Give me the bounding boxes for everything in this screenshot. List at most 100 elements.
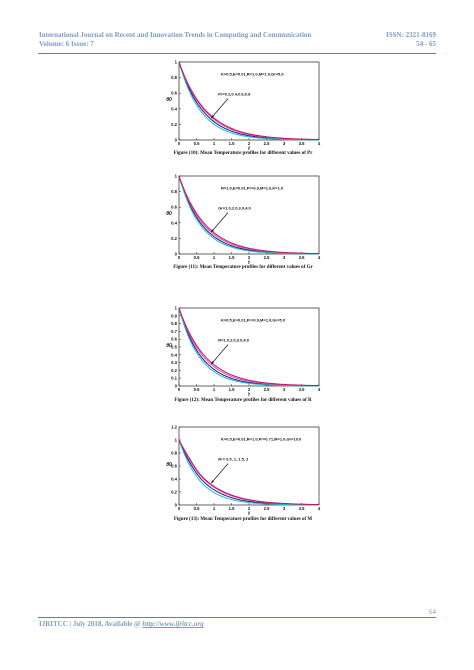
y-tick-label: 0 (175, 384, 178, 389)
x-axis-label: y (248, 510, 251, 515)
y-tick-label: 0.8 (171, 189, 177, 194)
footer-text: IJRITCC | July 2018, Available @ (39, 620, 143, 628)
arrow-head (211, 229, 214, 233)
y-tick-label: 1.2 (171, 425, 177, 430)
arrow-label: Pr=0.2,0.4,0.6,0.8 (218, 92, 251, 97)
footer: IJRITCC | July 2018, Available @ http://… (39, 620, 204, 628)
footer-link[interactable]: http://www.ijritcc.org (142, 620, 204, 628)
x-tick-label: 2.5 (264, 141, 270, 146)
footer-rule (38, 617, 436, 618)
y-tick-label: 0.2 (171, 368, 177, 373)
plot-area (178, 61, 320, 141)
y-tick-label: 0.4 (171, 477, 177, 482)
y-tick-label: 0.5 (171, 345, 177, 350)
x-tick-label: 0.5 (194, 141, 200, 146)
x-tick-label: 2.5 (264, 387, 270, 392)
x-tick-label: 1.5 (229, 506, 235, 511)
y-tick-label: 0.2 (171, 236, 177, 241)
y-tick-label: 0.8 (171, 451, 177, 456)
y-tick-label: 0.6 (171, 337, 177, 342)
x-tick-label: 0 (178, 387, 181, 392)
y-tick-label: 0.9 (171, 313, 177, 318)
x-tick-label: 0.5 (194, 387, 200, 392)
arrow-head (211, 361, 214, 365)
issn: ISSN: 2321-8169 (386, 31, 436, 39)
params-annotation: K=0.5,E=0.01,R=1.0,M=1.0,Gr=5.0 (221, 71, 284, 76)
x-tick-label: 3 (283, 141, 286, 146)
x-tick-label: 2.5 (264, 255, 270, 260)
y-tick-label: 0.4 (171, 220, 177, 225)
x-tick-label: 3 (283, 506, 286, 511)
figure-10-caption: Figure (10): Mean Temperature profiles f… (173, 151, 313, 156)
y-tick-label: 0.7 (171, 329, 177, 334)
y-tick-label: 0.8 (171, 75, 177, 80)
series-line-4 (178, 175, 320, 255)
y-tick-label: 1 (175, 174, 178, 179)
page-number: 64 (429, 608, 436, 616)
y-tick-label: 0.4 (171, 106, 177, 111)
arrow-line (210, 344, 229, 365)
x-tick-label: 1 (213, 387, 216, 392)
series-line-3 (178, 175, 320, 255)
volume-issue: Volume: 6 Issue: 7 (39, 39, 94, 48)
arrow-head (211, 115, 214, 119)
y-tick-label: 0.1 (171, 376, 177, 381)
x-tick-label: 0 (178, 506, 181, 511)
issn-header: ISSN: 2321-8169 54 - 65 (386, 31, 436, 48)
x-tick-label: 0 (178, 255, 181, 260)
y-tick-label: 1 (175, 60, 178, 65)
journal-title: International Journal on Recent and Inno… (39, 31, 312, 39)
arrow-line (210, 212, 229, 233)
x-tick-label: 2 (248, 255, 251, 260)
x-tick-label: 4 (318, 141, 321, 146)
y-axis-label: θ0 (166, 211, 172, 217)
arrow-label: R=1.0,2.0,3.0,4.0 (218, 338, 250, 343)
y-tick-label: 1 (175, 438, 178, 443)
y-axis-label: θ0 (166, 97, 172, 103)
series-line-4 (178, 307, 320, 387)
x-tick-label: 1.5 (229, 387, 235, 392)
x-tick-label: 3.5 (299, 506, 305, 511)
x-tick-label: 3 (283, 255, 286, 260)
header-rule (38, 53, 436, 54)
arrow-label: M = 0.5, 1, 1.5, 2 (218, 457, 249, 462)
y-tick-label: 0.2 (171, 490, 177, 495)
y-tick-label: 0.6 (171, 91, 177, 96)
y-tick-label: 0.2 (171, 122, 177, 127)
figure-13-chart: 00.20.40.60.811.20 0.5 1 1.5 2 2.5 3 3.5 4yθ0K=0… (166, 425, 321, 516)
plot-area (178, 175, 320, 255)
arrow-label: Gr=1.0,2.0,3.0,4.0 (218, 206, 251, 211)
x-tick-label: 1.5 (229, 255, 235, 260)
y-tick-label: 0 (175, 138, 178, 143)
y-tick-label: 0 (175, 252, 178, 257)
x-tick-label: 2 (248, 387, 251, 392)
journal-header: International Journal on Recent and Inno… (39, 31, 311, 48)
series-line-3 (178, 439, 320, 506)
x-tick-label: 1 (213, 141, 216, 146)
series-line-3 (178, 61, 320, 141)
series-line-4 (178, 61, 320, 141)
y-tick-label: 0 (175, 503, 178, 508)
y-tick-label: 0.6 (171, 464, 177, 469)
x-tick-label: 3 (283, 387, 286, 392)
y-tick-label: 0.3 (171, 360, 177, 365)
x-axis-label: y (248, 259, 251, 264)
figure-11-caption: Figure (11): Mean Temperature profiles f… (173, 265, 313, 270)
x-tick-label: 1 (213, 255, 216, 260)
y-axis-label: θ0 (166, 343, 172, 349)
figure-10-chart: 00.20.40.60.810 0.5 1 1.5 2 2.5 3 3.5 4yθ0K=0.5,… (166, 60, 321, 151)
arrow-line (210, 98, 229, 119)
x-axis-label: y (248, 391, 251, 396)
x-tick-label: 4 (318, 506, 321, 511)
figure-13-caption: Figure (13): Mean Temperature profiles f… (173, 517, 313, 522)
x-tick-label: 4 (318, 387, 321, 392)
figure-12-chart: 00.10.20.30.40.50.60.70.80.910 0.5 1 1.5 2 2.… (166, 306, 321, 397)
params-annotation: R=1.0,E=0.01,Pr=0.9,M=1.0,K=1.0 (221, 185, 284, 190)
x-tick-label: 1 (213, 506, 216, 511)
x-tick-label: 3.5 (299, 387, 305, 392)
plot-area (178, 426, 320, 506)
x-tick-label: 2 (248, 141, 251, 146)
x-tick-label: 2 (248, 506, 251, 511)
x-tick-label: 0.5 (194, 506, 200, 511)
x-tick-label: 3.5 (299, 141, 305, 146)
